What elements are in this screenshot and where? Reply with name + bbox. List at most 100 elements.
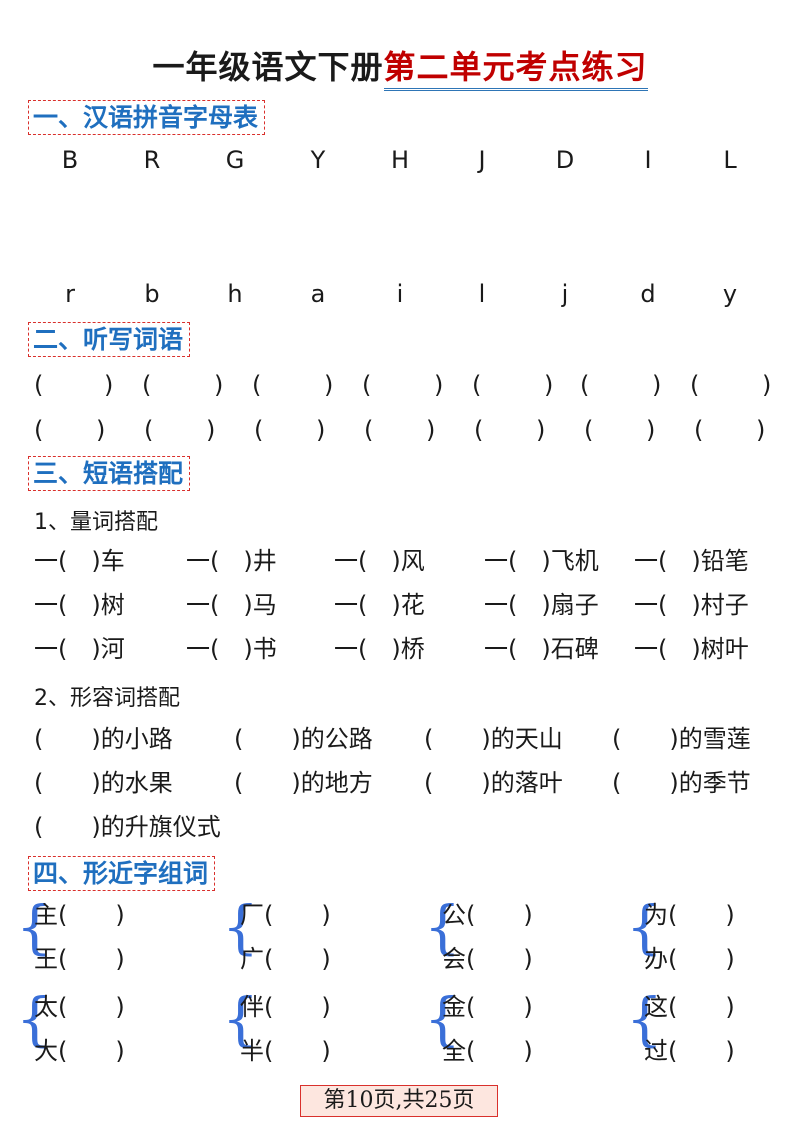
lowercase-letter: y: [722, 280, 738, 308]
blank-open-paren: (: [690, 371, 700, 399]
lowercase-letter: h: [227, 280, 243, 308]
measure-word-item: 一( )桥: [334, 635, 425, 663]
uppercase-letter: Y: [310, 146, 326, 174]
uppercase-letter: D: [555, 146, 575, 174]
title-grade: 一年级语文下册: [152, 48, 384, 86]
blank-close-paren: ): [214, 371, 224, 399]
measure-word-item: 一( )井: [186, 547, 277, 575]
blank-open-paren: (: [580, 371, 590, 399]
similar-char-item: 王( ): [34, 945, 125, 973]
blank-close-paren: ): [316, 416, 326, 444]
adjective-item: ( )的落叶: [424, 769, 563, 797]
similar-char-item: 主( ): [34, 901, 125, 929]
similar-char-item: 伴( ): [240, 993, 331, 1021]
curly-brace-icon: {: [626, 985, 663, 1053]
blank-close-paren: ): [426, 416, 436, 444]
adjective-item: ( )的公路: [234, 725, 373, 753]
blank-close-paren: ): [536, 416, 546, 444]
adjective-item: ( )的地方: [234, 769, 373, 797]
similar-char-item: 会( ): [442, 945, 533, 973]
subheading-measure-words: 1、量词搭配: [34, 510, 158, 535]
blank-close-paren: ): [104, 371, 114, 399]
lowercase-letter: d: [640, 280, 656, 308]
blank-close-paren: ): [434, 371, 444, 399]
blank-open-paren: (: [474, 416, 484, 444]
adjective-item: ( )的小路: [34, 725, 173, 753]
measure-word-item: 一( )风: [334, 547, 425, 575]
uppercase-letter: B: [61, 146, 79, 174]
adjective-item: ( )的升旗仪式: [34, 813, 221, 841]
curly-brace-icon: {: [626, 893, 663, 961]
adjective-item: ( )的水果: [34, 769, 173, 797]
blank-open-paren: (: [254, 416, 264, 444]
blank-open-paren: (: [362, 371, 372, 399]
lowercase-letter: l: [478, 280, 486, 308]
measure-word-item: 一( )书: [186, 635, 277, 663]
uppercase-letter: I: [644, 146, 652, 174]
similar-char-item: 厂( ): [240, 901, 331, 929]
blank-close-paren: ): [544, 371, 554, 399]
measure-word-item: 一( )花: [334, 591, 425, 619]
lowercase-letter: j: [561, 280, 569, 308]
blank-open-paren: (: [472, 371, 482, 399]
blank-close-paren: ): [762, 371, 772, 399]
uppercase-letter: H: [390, 146, 410, 174]
blank-open-paren: (: [144, 416, 154, 444]
title-unit: 第二单元考点练习: [383, 48, 648, 91]
blank-open-paren: (: [694, 416, 704, 444]
subheading-adjectives: 2、形容词搭配: [34, 686, 180, 711]
uppercase-letter: J: [478, 146, 486, 174]
section-heading-alphabet: 一、汉语拼音字母表: [28, 100, 266, 135]
similar-char-item: 过( ): [644, 1037, 735, 1065]
similar-char-item: 半( ): [240, 1037, 331, 1065]
blank-open-paren: (: [34, 371, 44, 399]
measure-word-item: 一( )车: [34, 547, 125, 575]
similar-char-item: 为( ): [644, 901, 735, 929]
blank-close-paren: ): [206, 416, 216, 444]
curly-brace-icon: {: [16, 893, 53, 961]
measure-word-item: 一( )扇子: [484, 591, 599, 619]
page-number-badge: 第10页,共25页: [300, 1085, 498, 1117]
measure-word-item: 一( )河: [34, 635, 125, 663]
blank-close-paren: ): [324, 371, 334, 399]
blank-open-paren: (: [252, 371, 262, 399]
blank-close-paren: ): [646, 416, 656, 444]
section-heading-phrases: 三、短语搭配: [28, 456, 191, 491]
similar-char-item: 太( ): [34, 993, 125, 1021]
measure-word-item: 一( )铅笔: [634, 547, 749, 575]
page-title: 一年级语文下册第二单元考点练习: [0, 42, 800, 91]
similar-char-item: 办( ): [644, 945, 735, 973]
similar-char-item: 金( ): [442, 993, 533, 1021]
measure-word-item: 一( )飞机: [484, 547, 599, 575]
adjective-item: ( )的季节: [612, 769, 751, 797]
measure-word-item: 一( )村子: [634, 591, 749, 619]
similar-char-item: 公( ): [442, 901, 533, 929]
uppercase-letter: R: [143, 146, 161, 174]
lowercase-letter: a: [310, 280, 326, 308]
blank-open-paren: (: [34, 416, 44, 444]
measure-word-item: 一( )树叶: [634, 635, 749, 663]
curly-brace-icon: {: [16, 985, 53, 1053]
similar-char-item: 这( ): [644, 993, 735, 1021]
measure-word-item: 一( )石碑: [484, 635, 599, 663]
uppercase-letter: G: [225, 146, 245, 174]
blank-open-paren: (: [142, 371, 152, 399]
similar-char-item: 大( ): [34, 1037, 125, 1065]
blank-open-paren: (: [584, 416, 594, 444]
blank-close-paren: ): [96, 416, 106, 444]
lowercase-letter: b: [144, 280, 160, 308]
uppercase-letter: L: [723, 146, 737, 174]
curly-brace-icon: {: [222, 985, 259, 1053]
similar-char-item: 全( ): [442, 1037, 533, 1065]
curly-brace-icon: {: [222, 893, 259, 961]
section-heading-similar-chars: 四、形近字组词: [28, 856, 216, 891]
measure-word-item: 一( )马: [186, 591, 277, 619]
section-heading-dictation: 二、听写词语: [28, 322, 191, 357]
blank-open-paren: (: [364, 416, 374, 444]
blank-close-paren: ): [652, 371, 662, 399]
lowercase-letter: i: [396, 280, 404, 308]
curly-brace-icon: {: [424, 985, 461, 1053]
similar-char-item: 广( ): [240, 945, 331, 973]
blank-close-paren: ): [756, 416, 766, 444]
curly-brace-icon: {: [424, 893, 461, 961]
